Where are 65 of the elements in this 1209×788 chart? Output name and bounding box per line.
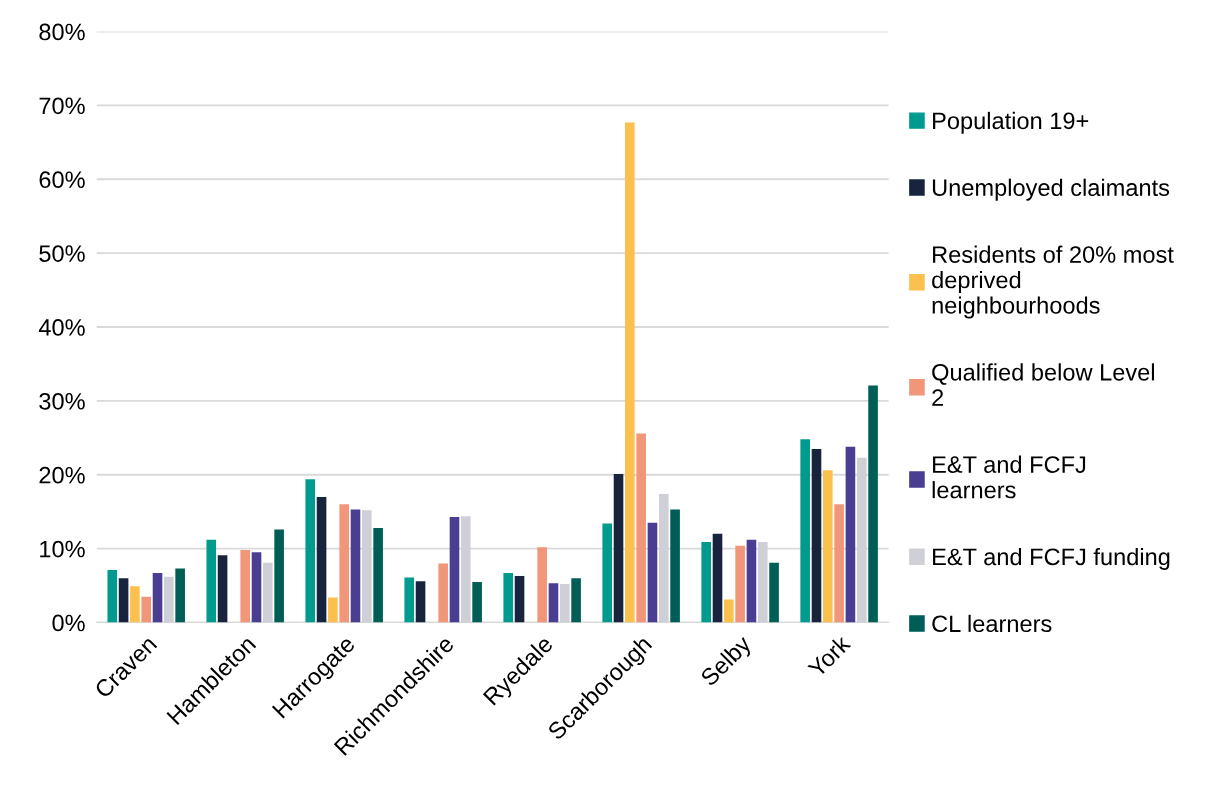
bar — [647, 522, 658, 623]
bar — [130, 586, 140, 623]
y-tick-label: 60% — [39, 171, 85, 189]
bar — [217, 555, 228, 623]
legend-label: CL learners — [932, 614, 1052, 633]
bar — [339, 504, 349, 623]
bar — [404, 577, 415, 623]
bar — [274, 529, 284, 623]
y-tick-label: 80% — [39, 23, 85, 41]
bar — [548, 583, 559, 623]
bar — [263, 562, 273, 623]
bar — [735, 545, 745, 623]
bar — [559, 584, 570, 623]
bar — [316, 496, 327, 623]
bar — [769, 562, 779, 623]
legend-label: Population 19+ — [933, 111, 1089, 134]
bar — [537, 547, 547, 623]
bar — [514, 575, 525, 623]
bar — [811, 448, 822, 623]
x-tick-label: York — [806, 633, 852, 679]
bar — [141, 596, 152, 623]
bar — [834, 504, 844, 623]
legend-label: E&T and FCFJ funding — [933, 547, 1170, 570]
bar — [415, 581, 426, 623]
bar — [305, 479, 316, 623]
bar — [350, 509, 361, 623]
bar — [613, 474, 624, 623]
bar — [240, 550, 251, 623]
bar — [670, 509, 680, 623]
bar — [712, 533, 723, 623]
y-tick-label: 30% — [39, 392, 85, 410]
bar — [152, 573, 163, 623]
bar — [449, 516, 460, 623]
y-tick-label: 50% — [39, 245, 85, 262]
legend-label: E&T and FCFJ learners — [932, 455, 1086, 499]
bar — [701, 542, 711, 623]
bar — [118, 578, 129, 623]
y-tick-label: 40% — [38, 319, 85, 336]
bar — [845, 446, 856, 623]
bar — [328, 597, 338, 623]
bar — [175, 568, 185, 623]
bar — [206, 539, 217, 623]
y-tick-label: 0% — [52, 614, 85, 632]
bar — [438, 563, 448, 623]
bar — [823, 470, 833, 623]
bar — [636, 433, 646, 623]
bar — [107, 570, 118, 623]
y-tick-label: 70% — [39, 97, 85, 115]
bar — [602, 523, 613, 623]
bar — [746, 539, 757, 623]
bar — [472, 581, 482, 623]
legend-label: Unemployed claimants — [932, 178, 1170, 201]
bar — [373, 527, 383, 623]
bar — [571, 578, 581, 623]
bar — [724, 599, 734, 623]
bar — [868, 385, 878, 623]
legend-label: Residents of 20% most deprived neighbourhoods — [932, 245, 1174, 319]
y-tick-label: 10% — [40, 540, 85, 558]
legend-label: Qualified below Level 2 — [932, 363, 1154, 406]
bar — [251, 552, 262, 623]
bar — [164, 576, 174, 623]
bar — [800, 439, 810, 623]
bar — [625, 122, 635, 623]
y-tick-label: 20% — [39, 466, 85, 484]
bar — [503, 573, 514, 623]
